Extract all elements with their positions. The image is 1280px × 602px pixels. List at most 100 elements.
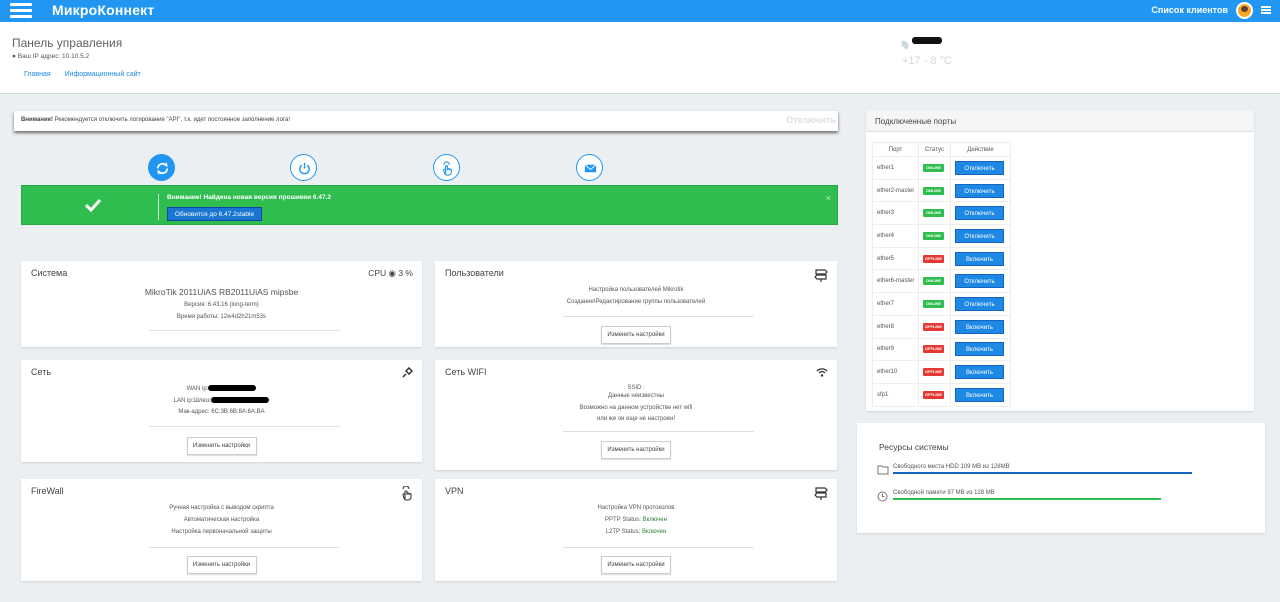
lan-ip-redacted [211,397,270,403]
location-pin-icon: ● [12,53,16,60]
column-port: Порт [872,142,919,157]
weather-widget: +17 - 8 °С [899,36,952,67]
network-settings-button[interactable]: Изменить настройки [186,437,257,455]
power-icon [299,162,310,175]
disable-port-button[interactable]: Отключить [955,274,1004,289]
disable-port-button[interactable]: Отключить [955,228,1004,243]
users-settings-button[interactable]: Изменить настройки [601,326,671,344]
mail-icon [584,164,597,173]
table-row: ether6-master ONLINE Отключить [872,269,1011,294]
disable-port-button[interactable]: Отключить [955,206,1004,221]
vpn-line-1: Настройка VPN протоколов [597,505,675,511]
table-row: sfp1 OFFLINE Включить [872,382,1011,407]
enable-port-button[interactable]: Включить [955,319,1004,334]
uptime: Время работы: 12w4d2h21m53s [176,314,267,320]
plug-icon [402,367,413,378]
port-name: ether10 [872,360,919,384]
enable-port-button[interactable]: Включить [955,251,1004,266]
warning-text: Рекомендуется отключить логирование "API… [53,117,291,123]
lan-ip-label: LAN ip:Шлюз: [173,397,212,404]
status-badge: OFFLINE [923,390,944,399]
firmware-version: Версия: 6.43.16 (long-term) [184,302,259,308]
brand-logo[interactable]: МикроКоннект [52,2,155,18]
ip-address-label: Ваш IP адрес: 10.10.5.2 [17,53,90,60]
update-text: Найдена новая версия прошивки 6.47.2 [201,194,331,201]
users-card-title: Пользователи [445,268,504,278]
refresh-button[interactable] [148,154,175,181]
system-resources-panel: Ресурсы системы Свободного места HDD 109… [857,423,1265,533]
column-action: Действие [950,142,1011,157]
table-row: ether4 ONLINE Отключить [872,224,1011,248]
cpu-label: CPU [368,268,387,278]
touch-button[interactable] [433,154,460,181]
breadcrumb-info-site[interactable]: Информационный сайт [64,71,141,78]
api-log-warning: Внимание! Рекомендуется отключить логиро… [14,111,838,131]
users-card: Пользователи Настройка пользователей Mik… [435,261,837,347]
breadcrumb-home[interactable]: Главная [24,71,51,78]
status-badge: ONLINE [923,209,944,218]
port-name: ether2-master [872,178,919,203]
wan-ip-label: WAN ip: [186,385,209,392]
warning-prefix: Внимание! [21,117,53,123]
vpn-settings-button[interactable]: Изменить настройки [601,556,671,574]
port-name: ether9 [872,337,919,362]
hdd-usage-bar [893,472,1192,474]
cpu-usage: CPU ◉ 3 % [368,268,413,279]
status-badge: OFFLINE [923,322,944,331]
status-badge: ONLINE [923,231,944,240]
status-badge: ONLINE [923,163,944,172]
status-badge: ONLINE [923,277,944,286]
city-name-redacted [912,37,942,44]
mail-button[interactable] [576,154,603,181]
wifi-ssid: SSID : [627,385,645,391]
hamburger-menu-icon[interactable] [10,3,32,19]
power-button[interactable] [290,154,317,181]
table-row: ether5 OFFLINE Включить [872,246,1011,271]
cpu-value: 3 % [398,268,413,278]
status-badge: ONLINE [923,299,944,308]
user-avatar[interactable] [1236,2,1253,19]
enable-port-button[interactable]: Включить [955,342,1004,357]
network-card: Сеть WAN ip: LAN ip:Шлюз: Мак-адрес: 6C:… [21,360,422,462]
network-card-title: Сеть [31,367,52,377]
touch-icon [443,161,452,176]
firewall-line-3: Настройка первоначальной защиты [171,529,272,535]
speedometer-icon: ◉ [388,268,396,278]
port-name: ether1 [872,156,919,180]
table-row: ether10 OFFLINE Включить [872,360,1011,384]
port-name: ether5 [872,246,919,271]
close-alert-icon[interactable]: × [825,193,831,203]
top-navbar: МикроКоннект Список клиентов [0,0,1280,22]
wifi-settings-button[interactable]: Изменить настройки [601,441,671,459]
system-card-title: Система [31,268,68,278]
wifi-line-2: Возможно на данном устройстве нет wifi [579,405,693,411]
enable-port-button[interactable]: Включить [955,365,1004,380]
page-title: Панель управления [12,36,123,50]
disable-port-button[interactable]: Отключить [955,183,1004,198]
update-firmware-button[interactable]: Обновится до 6.47.2stable [167,207,262,221]
port-name: ether7 [872,292,919,316]
disable-port-button[interactable]: Отключить [955,160,1004,175]
connected-ports-panel: Подключенные порты Порт Статус Действие … [866,110,1254,411]
table-row: ether7 ONLINE Отключить [872,292,1011,316]
firewall-settings-button[interactable]: Изменить настройки [186,556,257,574]
port-name: ether3 [872,201,919,226]
enable-port-button[interactable]: Включить [955,387,1004,402]
clients-list-link[interactable]: Список клиентов [1151,5,1228,15]
folder-icon [877,465,889,475]
wifi-line-1: Данные неизвестны [608,393,664,399]
ports-table-header: Порт Статус Действие [872,142,1011,157]
l2tp-label: L2TP Status: [605,529,641,535]
l2tp-status: Включен [641,529,667,535]
port-name: sfp1 [872,382,919,407]
port-name: ether4 [872,224,919,248]
disable-logging-button[interactable]: Отключить [786,115,836,125]
table-row: ether3 ONLINE Отключить [872,201,1011,226]
disable-port-button[interactable]: Отключить [955,296,1004,311]
table-row: ether1 ONLINE Отключить [872,156,1011,180]
status-badge: OFFLINE [923,254,944,263]
ports-panel-title: Подключенные порты [866,110,1254,132]
mac-address: Мак-адрес: 6C:3B:6B:8A:6A:BA [178,409,265,415]
ram-usage-bar [893,498,1161,500]
flag-icon[interactable] [1261,6,1271,15]
